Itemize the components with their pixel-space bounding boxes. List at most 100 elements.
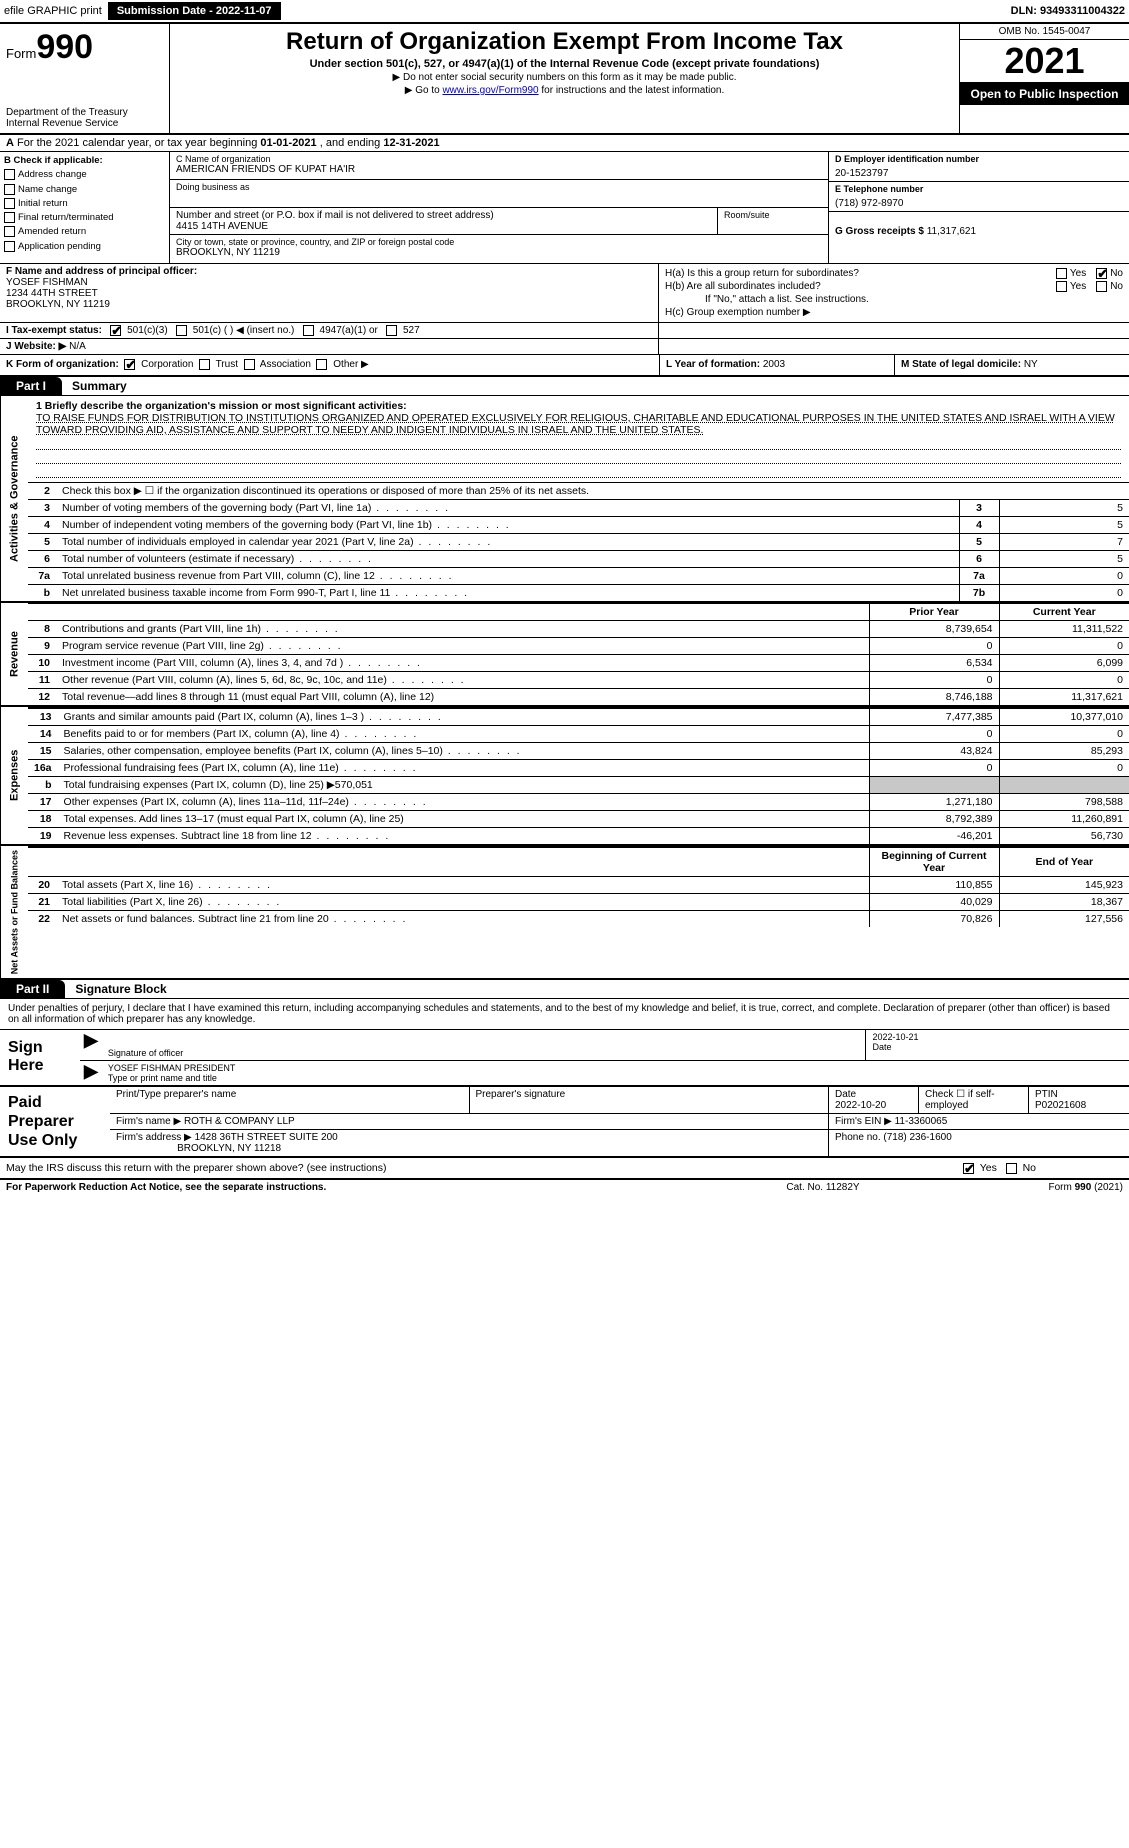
- checkbox-initial-return[interactable]: [4, 198, 15, 209]
- firm-phone: (718) 236-1600: [883, 1132, 951, 1143]
- ha-no-checkbox[interactable]: [1096, 268, 1107, 279]
- officer-addr1: 1234 44TH STREET: [6, 288, 652, 299]
- checkbox-name-change[interactable]: [4, 184, 15, 195]
- year-formation: 2003: [763, 359, 785, 370]
- dba-label: Doing business as: [176, 182, 822, 192]
- signature-block: Under penalties of perjury, I declare th…: [0, 999, 1129, 1087]
- row-klm: K Form of organization: Corporation Trus…: [0, 355, 1129, 376]
- ssn-note: ▶ Do not enter social security numbers o…: [176, 72, 953, 83]
- ptin-value: P02021608: [1035, 1100, 1086, 1111]
- firm-ein: 11-3360065: [895, 1116, 948, 1127]
- form-subtitle: Under section 501(c), 527, or 4947(a)(1)…: [176, 58, 953, 70]
- officer-name: YOSEF FISHMAN: [6, 277, 652, 288]
- form-id-footer: Form 990 (2021): [923, 1182, 1123, 1193]
- discuss-yes-checkbox[interactable]: [963, 1163, 974, 1174]
- section-governance: Activities & Governance 1 Briefly descri…: [0, 396, 1129, 603]
- phone-value: (718) 972-8970: [835, 194, 1123, 209]
- part-ii-tab: Part II: [0, 980, 65, 998]
- form-word: Form: [6, 46, 36, 61]
- gross-receipts-value: 11,317,621: [927, 226, 976, 237]
- officer-addr2: BROOKLYN, NY 11219: [6, 299, 652, 310]
- part-i-tab: Part I: [0, 377, 62, 395]
- street-label: Number and street (or P.O. box if mail i…: [176, 210, 711, 221]
- gross-receipts-label: G Gross receipts $: [835, 226, 927, 237]
- net-assets-table: Beginning of Current YearEnd of Year 20T…: [28, 846, 1129, 927]
- expenses-table: 13Grants and similar amounts paid (Part …: [28, 707, 1129, 844]
- checkbox-application-pending[interactable]: [4, 241, 15, 252]
- vside-revenue: Revenue: [0, 603, 28, 705]
- vside-governance: Activities & Governance: [0, 396, 28, 601]
- submission-date-button[interactable]: Submission Date - 2022-11-07: [108, 2, 281, 20]
- discuss-question: May the IRS discuss this return with the…: [6, 1162, 963, 1174]
- col-f-officer: F Name and address of principal officer:…: [0, 264, 659, 322]
- section-revenue: Revenue Prior YearCurrent Year 8Contribu…: [0, 603, 1129, 707]
- checkbox-trust[interactable]: [199, 359, 210, 370]
- checkbox-4947[interactable]: [303, 325, 314, 336]
- form-number: 990: [36, 28, 93, 66]
- firm-addr2: BROOKLYN, NY 11218: [177, 1143, 281, 1154]
- checkbox-527[interactable]: [386, 325, 397, 336]
- page-footer: For Paperwork Reduction Act Notice, see …: [0, 1180, 1129, 1195]
- officer-printed-name: YOSEF FISHMAN PRESIDENT: [108, 1063, 1123, 1073]
- header-left: Form990 Department of the Treasury Inter…: [0, 24, 170, 133]
- paperwork-notice: For Paperwork Reduction Act Notice, see …: [6, 1182, 723, 1193]
- phone-label: E Telephone number: [835, 184, 1123, 194]
- preparer-sig-hdr: Preparer's signature: [470, 1087, 830, 1113]
- preparer-date: 2022-10-20: [835, 1100, 886, 1111]
- cat-no: Cat. No. 11282Y: [723, 1182, 923, 1193]
- state-domicile: NY: [1024, 359, 1038, 370]
- checkbox-address-change[interactable]: [4, 169, 15, 180]
- hb-no-checkbox[interactable]: [1096, 281, 1107, 292]
- form-header: Form990 Department of the Treasury Inter…: [0, 24, 1129, 135]
- preparer-name-hdr: Print/Type preparer's name: [110, 1087, 470, 1113]
- checkbox-corporation[interactable]: [124, 359, 135, 370]
- ha-label: H(a) Is this a group return for subordin…: [665, 268, 1056, 279]
- mission-text: TO RAISE FUNDS FOR DISTRIBUTION TO INSTI…: [36, 412, 1121, 436]
- city-label: City or town, state or province, country…: [176, 237, 822, 247]
- checkbox-501c[interactable]: [176, 325, 187, 336]
- vside-net-assets: Net Assets or Fund Balances: [0, 846, 28, 978]
- org-name-label: C Name of organization: [176, 154, 822, 164]
- part-i-title: Summary: [62, 379, 127, 393]
- governance-table: 2Check this box ▶ ☐ if the organization …: [28, 482, 1129, 601]
- hb-note: If "No," attach a list. See instructions…: [665, 294, 1123, 305]
- vside-expenses: Expenses: [0, 707, 28, 844]
- header-right: OMB No. 1545-0047 2021 Open to Public In…: [959, 24, 1129, 133]
- irs-label: Internal Revenue Service: [6, 118, 163, 129]
- col-c-org-info: C Name of organization AMERICAN FRIENDS …: [170, 152, 829, 263]
- row-i: I Tax-exempt status: 501(c)(3) 501(c) ( …: [0, 323, 1129, 339]
- row-a-tax-year: A For the 2021 calendar year, or tax yea…: [0, 135, 1129, 152]
- block-fh: F Name and address of principal officer:…: [0, 264, 1129, 323]
- checkbox-amended-return[interactable]: [4, 226, 15, 237]
- perjury-declaration: Under penalties of perjury, I declare th…: [0, 999, 1129, 1030]
- firm-addr1: 1428 36TH STREET SUITE 200: [195, 1132, 338, 1143]
- row-j: J Website: ▶ N/A: [0, 339, 1129, 355]
- checkbox-501c3[interactable]: [110, 325, 121, 336]
- part-i-header: Part I Summary: [0, 377, 1129, 396]
- hc-label: H(c) Group exemption number ▶: [665, 307, 1123, 318]
- checkbox-other[interactable]: [316, 359, 327, 370]
- dln-label: DLN: 93493311004322: [1011, 5, 1125, 17]
- tax-year: 2021: [960, 40, 1129, 83]
- discuss-no-checkbox[interactable]: [1006, 1163, 1017, 1174]
- hb-yes-checkbox[interactable]: [1056, 281, 1067, 292]
- ha-yes-checkbox[interactable]: [1056, 268, 1067, 279]
- omb-number: OMB No. 1545-0047: [960, 24, 1129, 40]
- top-bar: efile GRAPHIC print Submission Date - 20…: [0, 0, 1129, 22]
- irs-form990-link[interactable]: www.irs.gov/Form990: [442, 85, 538, 96]
- firm-name: ROTH & COMPANY LLP: [184, 1116, 295, 1127]
- sign-here-label: Sign Here: [0, 1030, 80, 1085]
- self-employed-hdr: Check ☐ if self-employed: [919, 1087, 1029, 1113]
- header-middle: Return of Organization Exempt From Incom…: [170, 24, 959, 133]
- checkbox-final-return[interactable]: [4, 212, 15, 223]
- city-value: BROOKLYN, NY 11219: [176, 247, 822, 258]
- discuss-row: May the IRS discuss this return with the…: [0, 1158, 1129, 1180]
- checkbox-association[interactable]: [244, 359, 255, 370]
- col-b-checkboxes: B Check if applicable: Address change Na…: [0, 152, 170, 263]
- arrow-icon: ▶: [80, 1030, 102, 1060]
- org-name: AMERICAN FRIENDS OF KUPAT HA'IR: [176, 164, 822, 175]
- dept-treasury: Department of the Treasury: [6, 107, 163, 118]
- part-ii-header: Part II Signature Block: [0, 980, 1129, 999]
- hb-label: H(b) Are all subordinates included?: [665, 281, 1056, 292]
- website-value: N/A: [66, 341, 85, 352]
